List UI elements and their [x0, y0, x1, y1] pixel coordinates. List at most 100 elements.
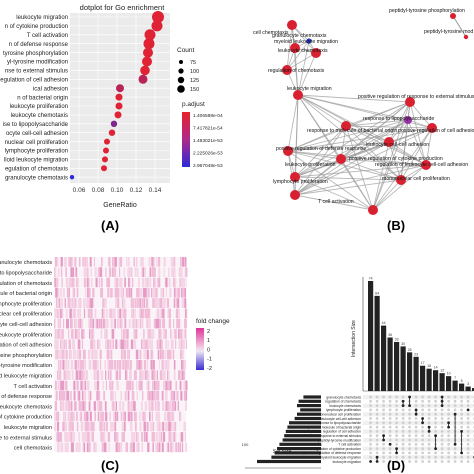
heatmap-cell: [60, 339, 62, 350]
heatmap-cell: [83, 442, 86, 453]
heatmap-cell: [78, 390, 81, 401]
panel-a-term-label: leukocyte proliferation: [10, 104, 68, 110]
heatmap-cell: [142, 318, 144, 329]
heatmap-cell: [68, 370, 71, 380]
heatmap-cell: [171, 411, 173, 422]
heatmap-cell: [83, 277, 86, 288]
heatmap-cell: [144, 277, 147, 288]
heatmap-cell: [94, 442, 97, 453]
intersection-bar-label: 3: [467, 382, 469, 386]
panel-a-term-label: ise to lipopolysaccharide: [3, 122, 69, 128]
heatmap-cell: [77, 308, 80, 319]
panel-a-xlabel: GeneRatio: [103, 202, 137, 209]
padj-legend-label: 1.406588e-04: [193, 113, 223, 119]
matrix-dot: [401, 442, 405, 446]
heatmap-cell: [168, 360, 170, 370]
heatmap-cell: [181, 442, 183, 453]
heatmap-cell: [133, 390, 135, 401]
heatmap-cell: [157, 421, 160, 432]
panel-a-dotplot: dotplot for Go enrichment leukocyte migr…: [0, 0, 237, 215]
heatmap-cell: [175, 339, 177, 350]
heatmap-cell: [137, 267, 139, 277]
heatmap-cell: [158, 411, 161, 422]
matrix-dot: [427, 412, 431, 416]
fold-change-tick: 0: [207, 347, 210, 353]
network-node-label: regulation of leukocyte cell-cell adhesi…: [375, 162, 468, 168]
heatmap-cell: [110, 370, 112, 380]
panel-a-dot: [143, 38, 155, 50]
heatmap-cell: [120, 390, 123, 401]
network-node: [421, 160, 431, 170]
heatmap-cell: [88, 287, 91, 298]
heatmap-cell: [111, 360, 114, 370]
heatmap-cell: [155, 298, 158, 308]
heatmap-cell: [149, 390, 151, 401]
matrix-dot: [440, 430, 444, 433]
heatmap-cell: [105, 298, 107, 308]
heatmap-cell: [87, 308, 89, 319]
heatmap-cell: [122, 411, 125, 422]
matrix-dot: [466, 438, 470, 442]
heatmap-cell: [70, 267, 72, 277]
matrix-dot: [434, 412, 437, 416]
panel-a-dot: [151, 20, 163, 32]
heatmap-cell: [149, 349, 152, 360]
heatmap-cell: [172, 349, 175, 360]
heatmap-cell: [88, 318, 90, 329]
network-edge: [286, 52, 317, 71]
heatmap-cell: [140, 318, 142, 329]
heatmap-cell: [178, 329, 180, 339]
heatmap-cell: [100, 411, 103, 422]
heatmap-cell: [71, 432, 74, 442]
matrix-dot: [375, 421, 379, 425]
heatmap-cell: [184, 308, 188, 319]
heatmap-cell: [185, 380, 188, 391]
network-edge: [409, 101, 433, 129]
heatmap-cell: [173, 432, 175, 442]
heatmap-cell: [164, 370, 166, 380]
panel-d-ylabel: Intersection Size: [351, 320, 357, 357]
matrix-dot: [382, 399, 385, 403]
heatmap-cell: [155, 318, 158, 329]
heatmap-cell: [131, 308, 134, 319]
matrix-dot: [395, 412, 398, 416]
heatmap-cell: [106, 277, 108, 288]
matrix-dot: [447, 399, 450, 403]
heatmap-cell: [111, 360, 113, 370]
heatmap-row: [54, 329, 186, 339]
heatmap-cell: [170, 401, 173, 411]
matrix-dot: [447, 412, 450, 416]
heatmap-cell: [91, 339, 94, 350]
set-size-bar: [257, 459, 321, 464]
heatmap-cell: [181, 298, 185, 308]
heatmap-cell: [84, 287, 87, 298]
matrix-dot: [369, 399, 372, 403]
heatmap-cell: [58, 318, 61, 329]
heatmap-cell: [133, 401, 136, 411]
panel-c-term-label: leukocyte proliferation: [0, 332, 52, 338]
heatmap-cell: [89, 390, 92, 401]
set-size-bar: [287, 425, 321, 429]
heatmap-cell: [94, 349, 98, 360]
heatmap-cell: [100, 277, 103, 288]
heatmap-cell: [152, 380, 154, 391]
heatmap-cell: [143, 267, 146, 277]
network-node-label: positive regulation of cytokine producti…: [349, 156, 443, 162]
matrix-dot: [427, 395, 431, 399]
heatmap-row: [54, 390, 186, 401]
heatmap-cell: [126, 257, 128, 267]
heatmap-cell: [172, 257, 174, 267]
heatmap-cell: [87, 380, 90, 391]
panel-c-term-label: eukocyte cell-cell adhesion: [0, 322, 52, 328]
panel-c-term-label: granulocyte chemotaxis: [0, 260, 52, 266]
panel-a-dot: [104, 138, 110, 145]
heatmap-cell: [125, 442, 128, 453]
heatmap-cell: [163, 318, 165, 329]
heatmap-cell: [105, 411, 108, 422]
heatmap-cell: [136, 287, 140, 298]
matrix-dot: [466, 447, 470, 450]
heatmap-cell: [73, 432, 76, 442]
matrix-dot: [414, 438, 418, 442]
matrix-dot: [369, 447, 372, 450]
heatmap-cell: [177, 401, 179, 411]
